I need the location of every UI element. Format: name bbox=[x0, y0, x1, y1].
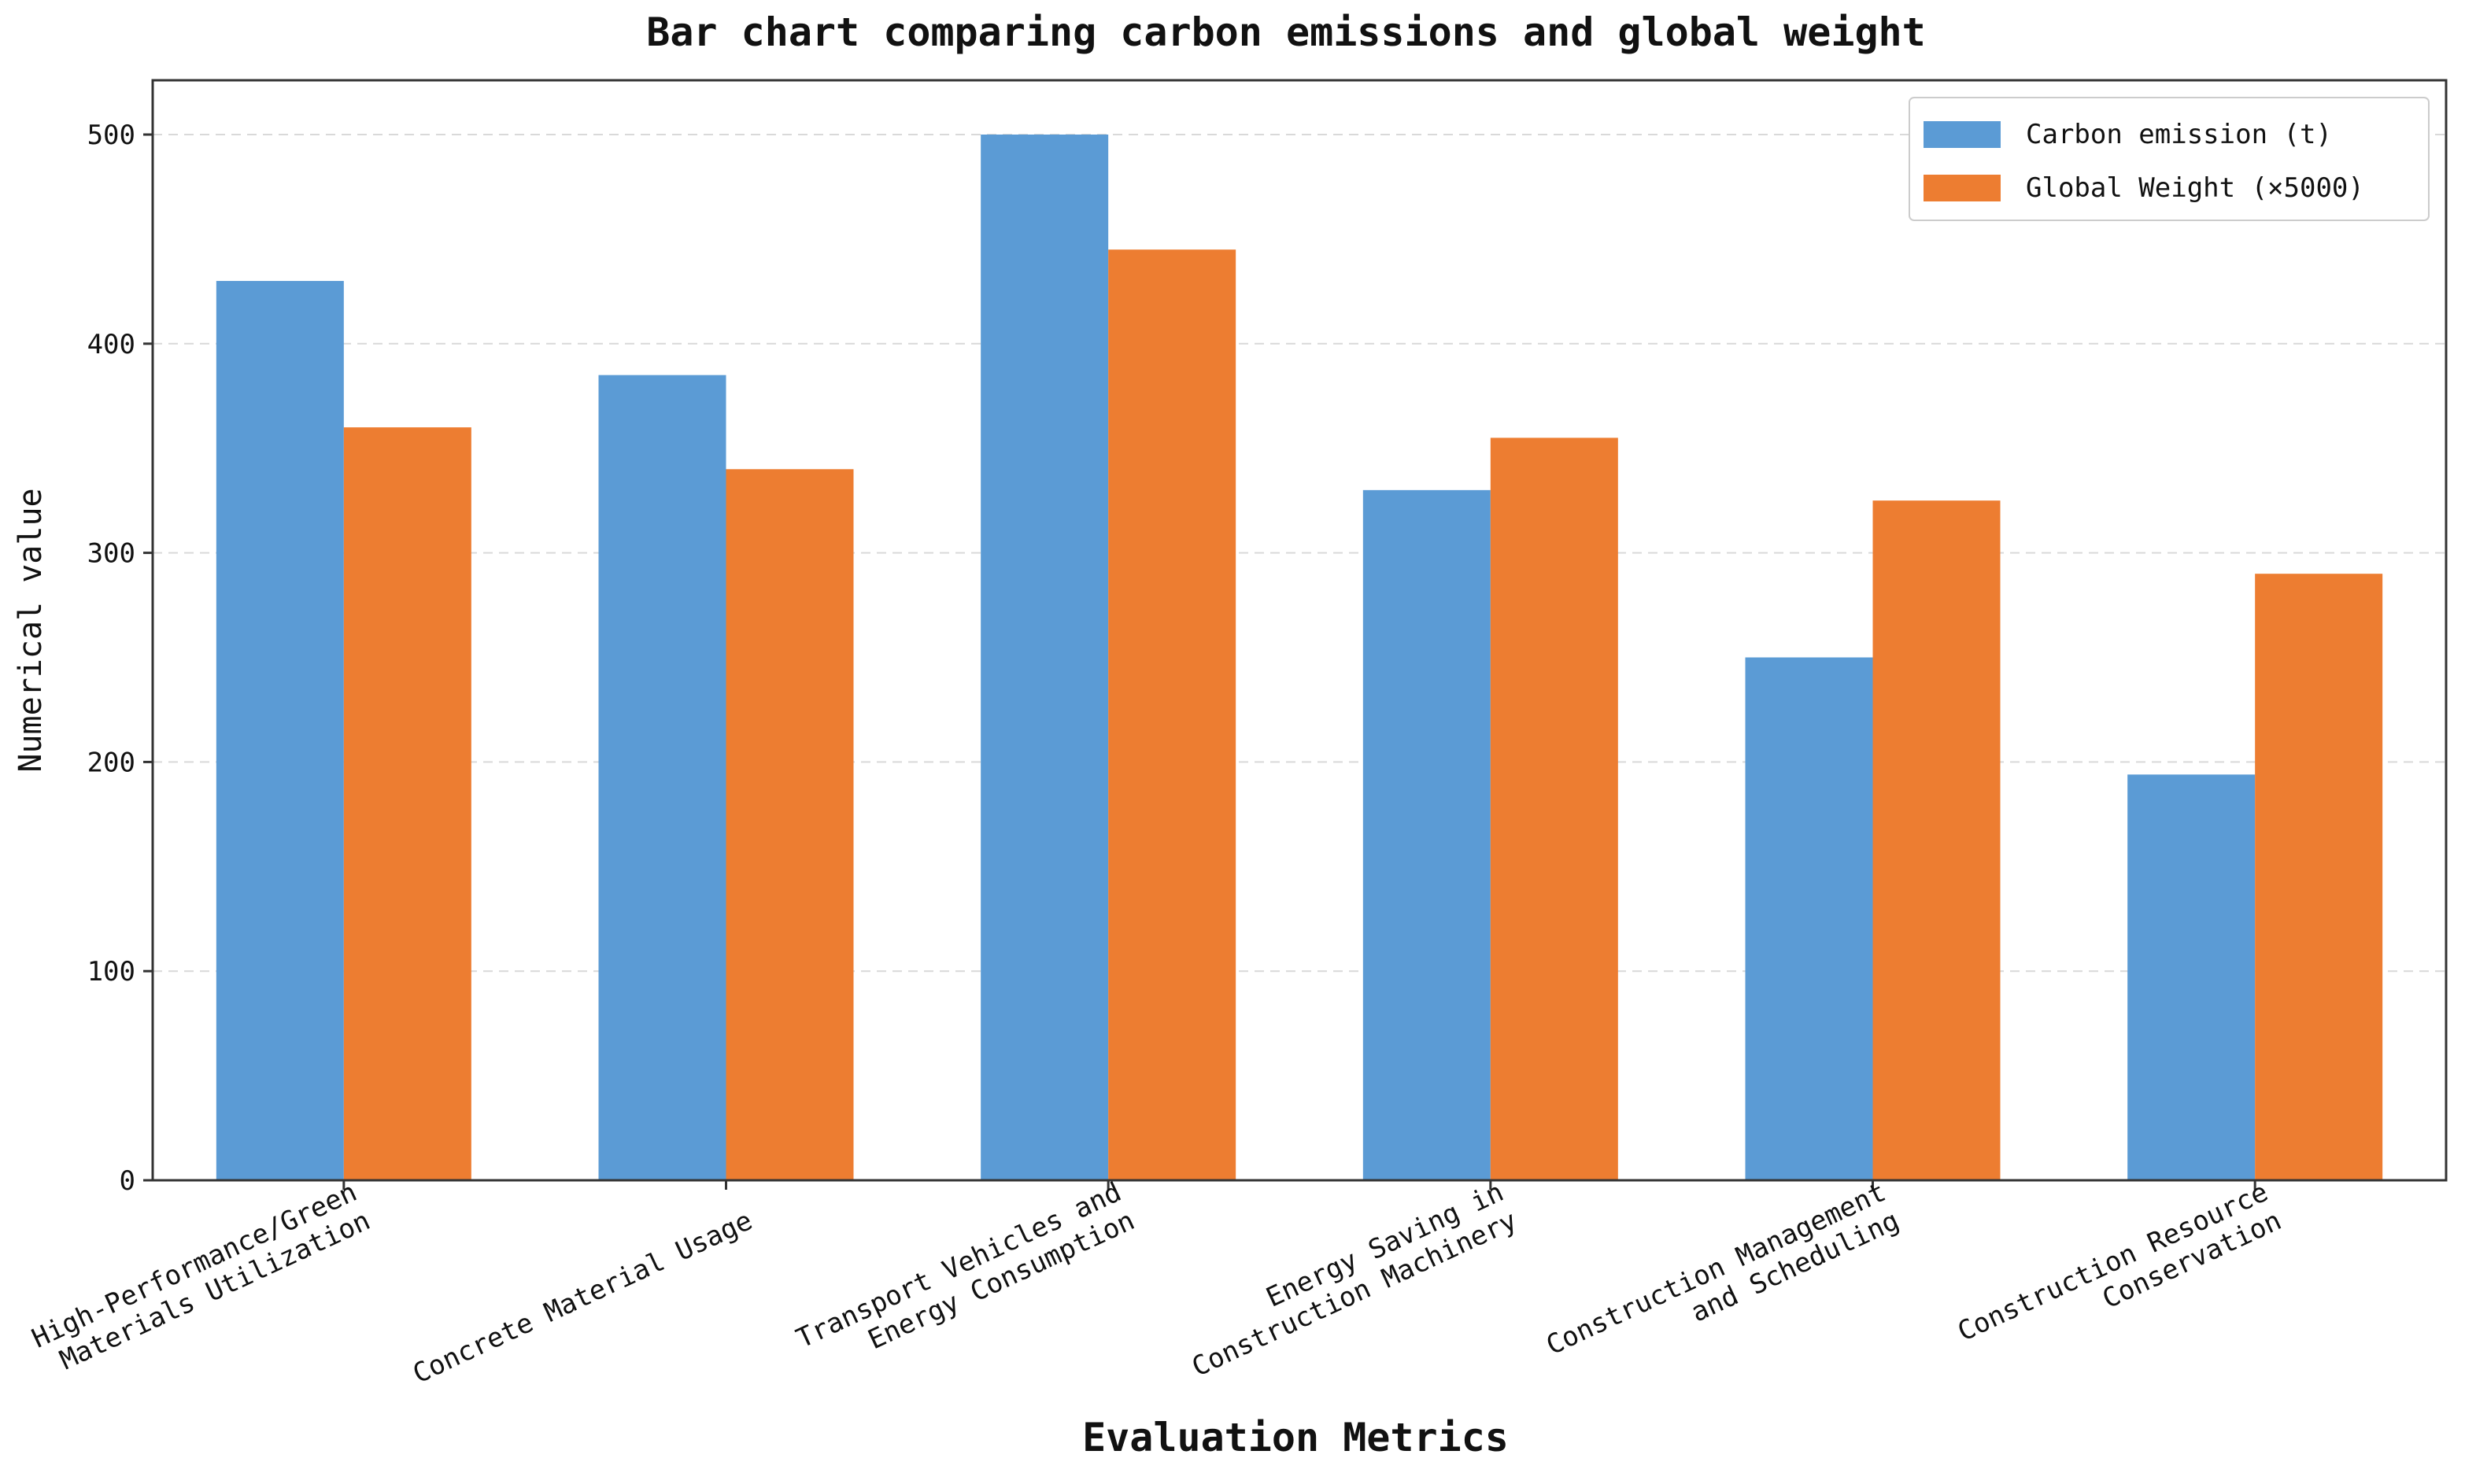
y-axis: 0 100 200 300 400 500 bbox=[87, 120, 153, 1197]
y-tick-label: 300 bbox=[87, 538, 135, 570]
x-tick-label-line: Transport Vehicles and bbox=[792, 1176, 1126, 1355]
bar-global-weight-0 bbox=[343, 427, 471, 1180]
x-tick-label-line: Construction Management bbox=[1542, 1176, 1891, 1361]
bar-carbon-emission-5 bbox=[2127, 774, 2256, 1180]
bar-carbon-emission-4 bbox=[1745, 657, 1873, 1180]
bar-global-weight-4 bbox=[1872, 500, 2001, 1180]
bars bbox=[216, 135, 2383, 1181]
x-axis-label: Evaluation Metrics bbox=[1082, 1415, 1509, 1460]
bar-global-weight-5 bbox=[2255, 574, 2383, 1180]
legend-label-carbon-emission: Carbon emission (t) bbox=[2026, 119, 2332, 150]
legend-swatch-global-weight bbox=[1924, 175, 2001, 201]
x-tick-label-line: High-Performance/Green bbox=[28, 1176, 362, 1355]
x-tick-label-1: Concrete Material Usage bbox=[408, 1205, 758, 1390]
bar-carbon-emission-1 bbox=[598, 375, 726, 1180]
x-tick-label-line: Concrete Material Usage bbox=[408, 1205, 758, 1390]
x-tick-label-line: Construction Machinery bbox=[1187, 1205, 1521, 1383]
legend-box bbox=[1909, 97, 2430, 221]
bar-global-weight-3 bbox=[1490, 437, 1618, 1180]
bar-carbon-emission-3 bbox=[1362, 489, 1491, 1180]
bar-carbon-emission-2 bbox=[981, 135, 1109, 1180]
chart-title: Bar chart comparing carbon emissions and… bbox=[646, 9, 1926, 55]
legend-swatch-carbon-emission bbox=[1924, 121, 2001, 148]
legend: Carbon emission (t) Global Weight (×5000… bbox=[1909, 97, 2430, 221]
bar-carbon-emission-0 bbox=[216, 281, 344, 1180]
y-tick-label: 400 bbox=[87, 329, 135, 360]
y-tick-label: 200 bbox=[87, 747, 135, 778]
plot-frame bbox=[151, 79, 2448, 1182]
x-tick-label-line: Construction Resource bbox=[1953, 1176, 2273, 1348]
y-tick-label: 100 bbox=[87, 956, 135, 987]
y-tick-label: 0 bbox=[120, 1165, 135, 1197]
y-tick-label: 500 bbox=[87, 120, 135, 151]
bar-global-weight-2 bbox=[1108, 249, 1236, 1181]
bar-global-weight-1 bbox=[726, 469, 854, 1180]
grid-lines bbox=[153, 134, 2446, 973]
legend-label-global-weight: Global Weight (×5000) bbox=[2026, 172, 2364, 204]
y-axis-label: Numerical value bbox=[13, 488, 49, 772]
